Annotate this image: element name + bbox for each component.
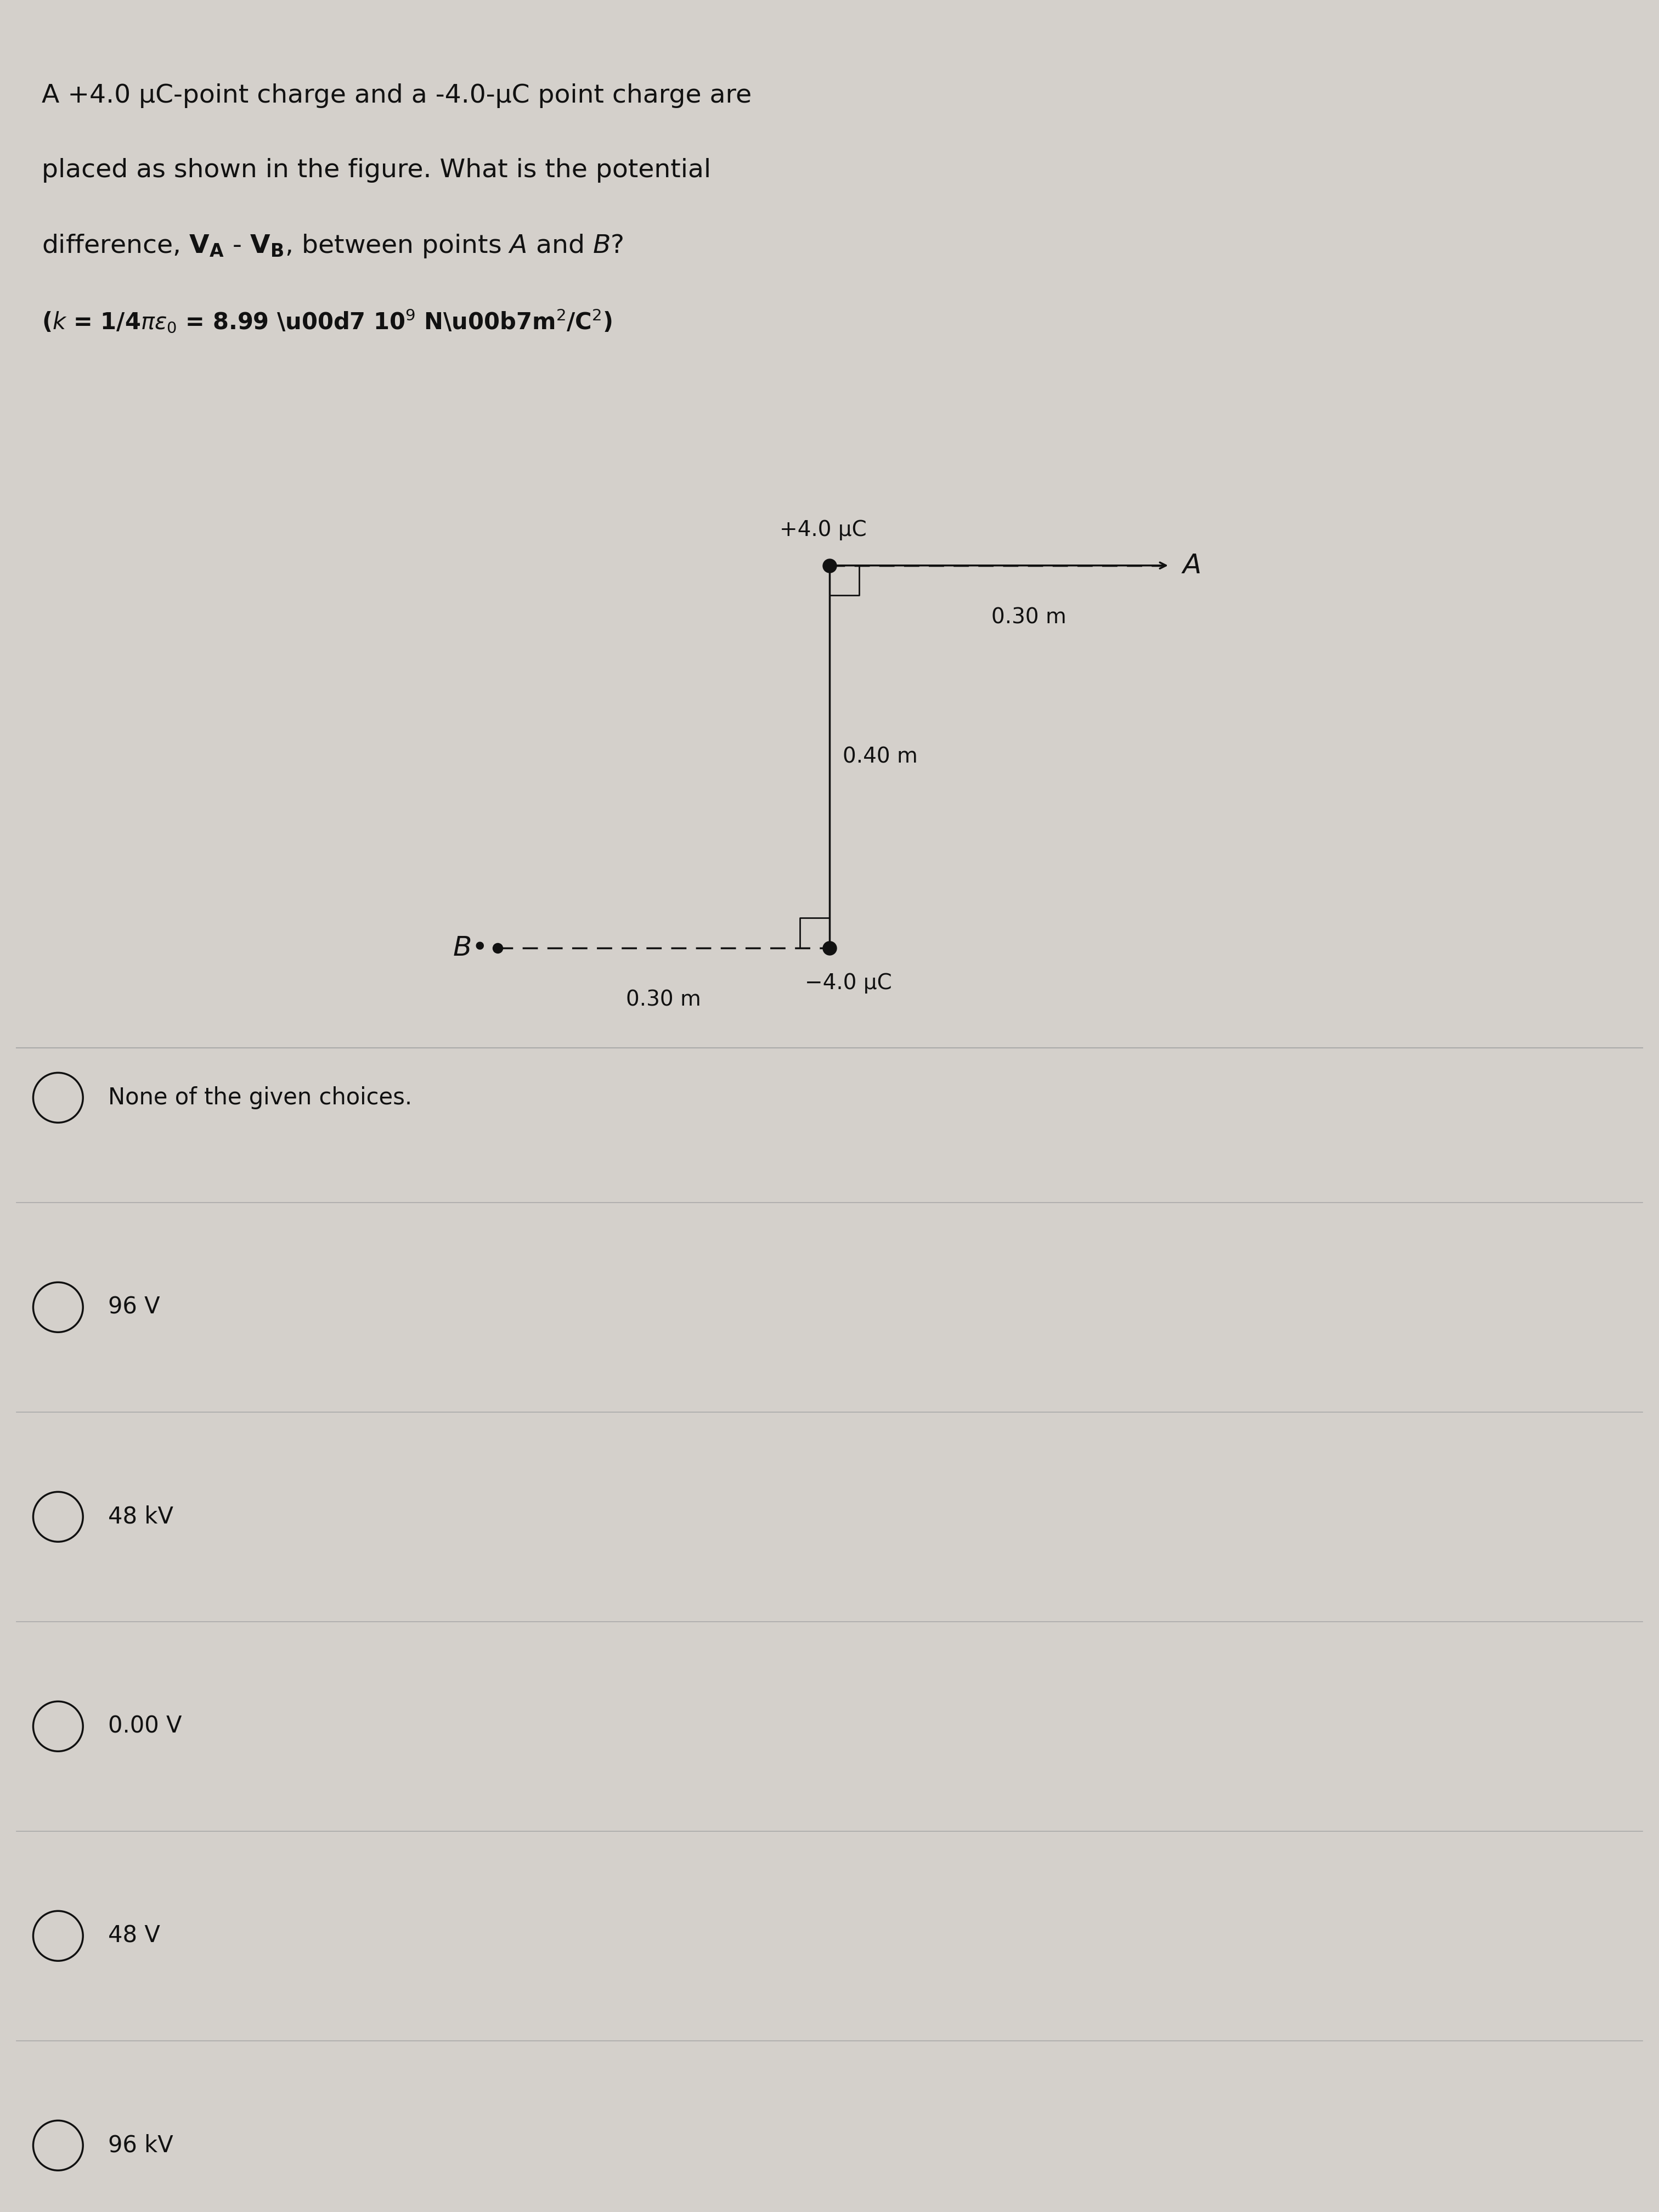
Text: ($k$ = 1/4$\pi\varepsilon_0$ = 8.99 \u00d7 10$^9$ N\u00b7m$^2$/C$^2$): ($k$ = 1/4$\pi\varepsilon_0$ = 8.99 \u00… bbox=[41, 307, 612, 334]
Text: None of the given choices.: None of the given choices. bbox=[108, 1086, 411, 1108]
Circle shape bbox=[33, 2121, 83, 2170]
Text: difference, $\mathbf{V_A}$ - $\mathbf{V_B}$, between points $\mathit{A}$ and $\m: difference, $\mathbf{V_A}$ - $\mathbf{V_… bbox=[41, 232, 624, 259]
Text: $\mathit{A}$: $\mathit{A}$ bbox=[1181, 553, 1201, 580]
Text: 48 V: 48 V bbox=[108, 1924, 159, 1947]
Circle shape bbox=[33, 1491, 83, 1542]
Text: 0.40 m: 0.40 m bbox=[843, 745, 917, 768]
Text: −4.0 μC: −4.0 μC bbox=[805, 973, 891, 993]
Text: 0.00 V: 0.00 V bbox=[108, 1714, 181, 1739]
Text: 0.30 m: 0.30 m bbox=[625, 989, 702, 1011]
Circle shape bbox=[33, 1073, 83, 1124]
Circle shape bbox=[33, 1911, 83, 1960]
Text: +4.0 μC: +4.0 μC bbox=[780, 520, 866, 540]
Text: 0.30 m: 0.30 m bbox=[990, 606, 1067, 628]
Circle shape bbox=[33, 1701, 83, 1752]
Text: placed as shown in the figure. What is the potential: placed as shown in the figure. What is t… bbox=[41, 157, 710, 184]
Circle shape bbox=[33, 1283, 83, 1332]
Text: 48 kV: 48 kV bbox=[108, 1506, 173, 1528]
Text: A +4.0 μC-point charge and a -4.0-μC point charge are: A +4.0 μC-point charge and a -4.0-μC poi… bbox=[41, 84, 752, 108]
Text: 96 V: 96 V bbox=[108, 1296, 159, 1318]
Text: 96 kV: 96 kV bbox=[108, 2135, 173, 2157]
Text: $\mathit{B}$•: $\mathit{B}$• bbox=[453, 936, 484, 962]
